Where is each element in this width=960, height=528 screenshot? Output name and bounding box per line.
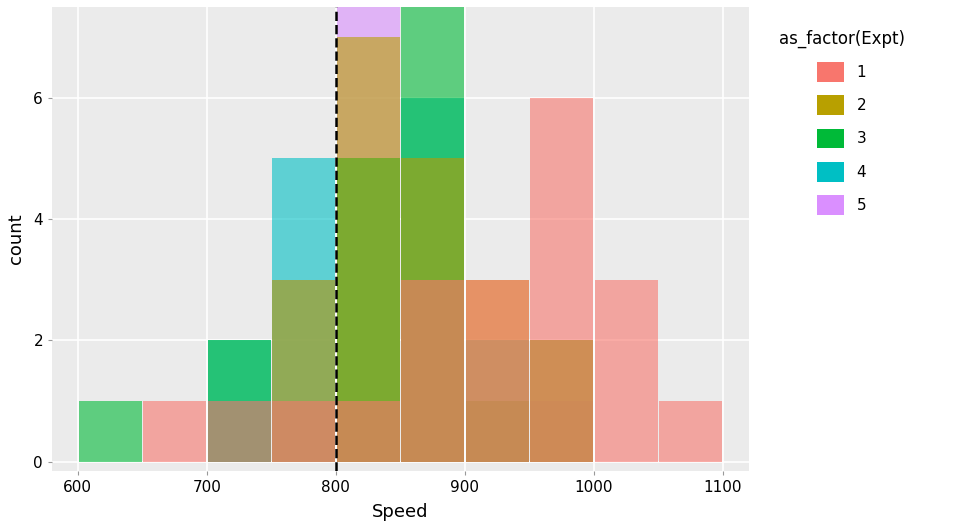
- Bar: [401, 158, 465, 461]
- Bar: [272, 280, 335, 461]
- Bar: [466, 280, 529, 461]
- Bar: [337, 0, 399, 461]
- Bar: [401, 98, 465, 461]
- Bar: [466, 401, 529, 461]
- Bar: [530, 98, 593, 461]
- Bar: [660, 401, 722, 461]
- Bar: [143, 401, 206, 461]
- Bar: [337, 37, 399, 461]
- Legend: 1, 2, 3, 4, 5: 1, 2, 3, 4, 5: [763, 15, 920, 230]
- Bar: [594, 280, 658, 461]
- Bar: [530, 341, 593, 461]
- Bar: [530, 401, 593, 461]
- Bar: [530, 341, 593, 461]
- Bar: [466, 341, 529, 461]
- Bar: [79, 401, 142, 461]
- Bar: [401, 158, 465, 461]
- Bar: [207, 401, 271, 461]
- X-axis label: Speed: Speed: [372, 503, 429, 521]
- Bar: [207, 341, 271, 461]
- Bar: [337, 401, 399, 461]
- Bar: [272, 401, 335, 461]
- Bar: [401, 0, 465, 461]
- Y-axis label: count: count: [7, 213, 25, 264]
- Bar: [337, 158, 399, 461]
- Bar: [207, 401, 271, 461]
- Bar: [466, 401, 529, 461]
- Bar: [337, 158, 399, 461]
- Bar: [401, 280, 465, 461]
- Bar: [466, 280, 529, 461]
- Bar: [272, 158, 335, 461]
- Bar: [272, 280, 335, 461]
- Bar: [207, 341, 271, 461]
